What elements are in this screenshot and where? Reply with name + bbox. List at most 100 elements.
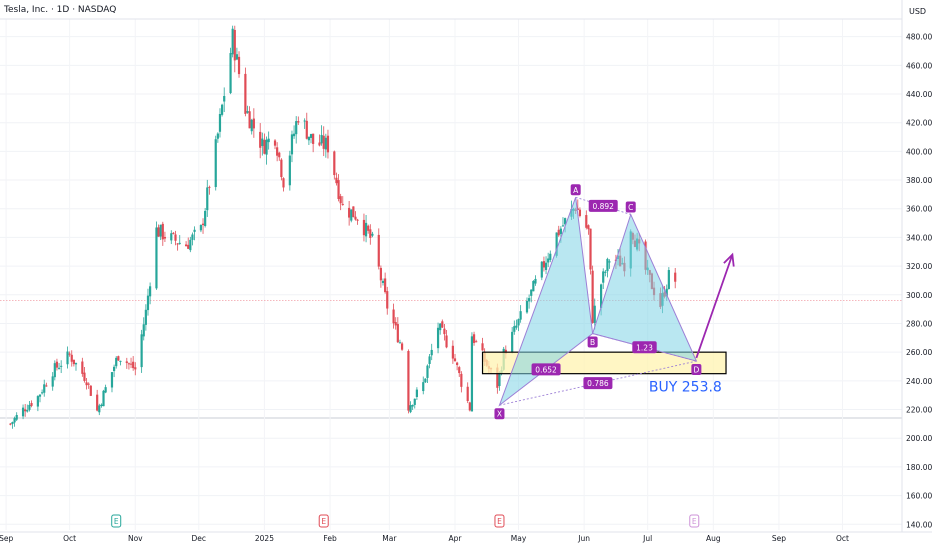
candle-down <box>441 321 444 328</box>
candle-up <box>292 133 296 137</box>
candle-down <box>161 223 164 240</box>
candle-up <box>204 210 207 226</box>
candle-up <box>206 187 209 211</box>
candle-down <box>407 350 410 411</box>
candle-up <box>430 349 433 356</box>
candle-up <box>547 258 550 263</box>
candle-up <box>436 327 440 349</box>
candle-down <box>400 343 404 350</box>
candle-down <box>72 359 75 365</box>
candle-down <box>460 373 463 387</box>
candle-up <box>415 389 418 397</box>
buy-price-label: BUY 253.8 <box>649 380 722 396</box>
candle-up <box>428 356 431 364</box>
candle-down <box>386 291 389 309</box>
candle-up <box>307 136 311 141</box>
candle-down <box>172 232 175 234</box>
candle-up <box>667 270 670 289</box>
candle-up <box>422 382 425 392</box>
x-tick-label: Feb <box>323 534 337 543</box>
candle-down <box>394 322 397 326</box>
earnings-marker-letter: E <box>497 517 502 526</box>
candle-down <box>392 309 395 324</box>
candle-up <box>439 323 442 331</box>
candle-down <box>557 229 560 236</box>
y-tick-label: 220.00 <box>906 406 932 415</box>
candle-up <box>155 227 158 289</box>
x-tick-label: Dec <box>192 534 207 543</box>
candle-down <box>125 361 128 363</box>
x-tick-label: May <box>511 534 527 543</box>
candle-down <box>87 383 90 385</box>
earnings-marker[interactable] <box>318 514 329 528</box>
candle-up <box>146 295 150 311</box>
candle-up <box>189 239 192 251</box>
candle-down <box>377 234 380 267</box>
y-tick-label: 440.00 <box>906 90 932 99</box>
candle-up <box>599 284 603 308</box>
candle-down <box>237 56 241 75</box>
earnings-marker-letter: E <box>692 517 697 526</box>
y-tick-label: 380.00 <box>906 176 932 185</box>
candle-down <box>591 270 594 323</box>
candle-down <box>305 120 308 139</box>
candle-up <box>28 404 31 410</box>
candle-down <box>333 151 336 176</box>
candle-up <box>43 384 46 393</box>
y-tick-label: 140.00 <box>906 520 932 529</box>
candle-down <box>367 225 370 231</box>
earnings-marker[interactable] <box>494 514 505 528</box>
y-tick-label: 340.00 <box>906 233 932 242</box>
pattern-bcd-triangle[interactable] <box>591 213 698 362</box>
y-tick-label: 180.00 <box>906 463 932 472</box>
candle-down <box>157 227 160 237</box>
candle-up <box>371 233 374 236</box>
ratio-badge <box>531 363 561 376</box>
candle-up <box>470 336 474 412</box>
x-tick-label: 2025 <box>255 534 274 543</box>
candle-up <box>220 104 224 115</box>
candle-down <box>587 225 590 230</box>
candle-up <box>290 134 294 155</box>
candle-up <box>21 407 25 417</box>
candle-down <box>9 423 12 425</box>
candle-down <box>451 345 454 359</box>
candle-down <box>96 394 99 411</box>
candle-up <box>528 298 531 302</box>
candle-up <box>364 222 368 237</box>
candle-down <box>475 341 478 343</box>
candle-up <box>38 394 42 397</box>
projection-arrow-shaft[interactable] <box>695 254 734 359</box>
candle-up <box>104 387 107 393</box>
candle-up <box>320 134 323 144</box>
candle-up <box>148 286 152 297</box>
candle-down <box>585 215 588 228</box>
earnings-marker[interactable] <box>689 514 700 528</box>
candle-down <box>30 403 33 406</box>
candle-up <box>51 376 54 387</box>
harmonic-pattern[interactable]: X A B C D 0.652 0.892 1.23 0.786 BUY 253.8 <box>494 184 735 420</box>
y-tick-label: 160.00 <box>906 492 932 501</box>
grid <box>0 19 902 530</box>
chart-title: Tesla, Inc. · 1D · NASDAQ <box>4 5 117 15</box>
currency-label: USD <box>909 7 927 16</box>
candle-down <box>163 236 167 239</box>
candle-up <box>540 261 543 278</box>
candle-down <box>354 216 357 220</box>
candle-up <box>515 325 518 328</box>
candle-down <box>117 356 120 361</box>
earnings-marker[interactable] <box>111 514 122 528</box>
candle-up <box>324 137 327 150</box>
pattern-point-label: X <box>497 410 502 419</box>
candle-up <box>530 289 533 296</box>
candle-up <box>74 363 78 365</box>
candle-up <box>231 28 234 55</box>
candle-up <box>398 342 402 344</box>
candle-up <box>144 309 147 325</box>
candle-down <box>297 121 300 123</box>
candle-up <box>426 365 429 378</box>
candle-down <box>356 219 359 221</box>
